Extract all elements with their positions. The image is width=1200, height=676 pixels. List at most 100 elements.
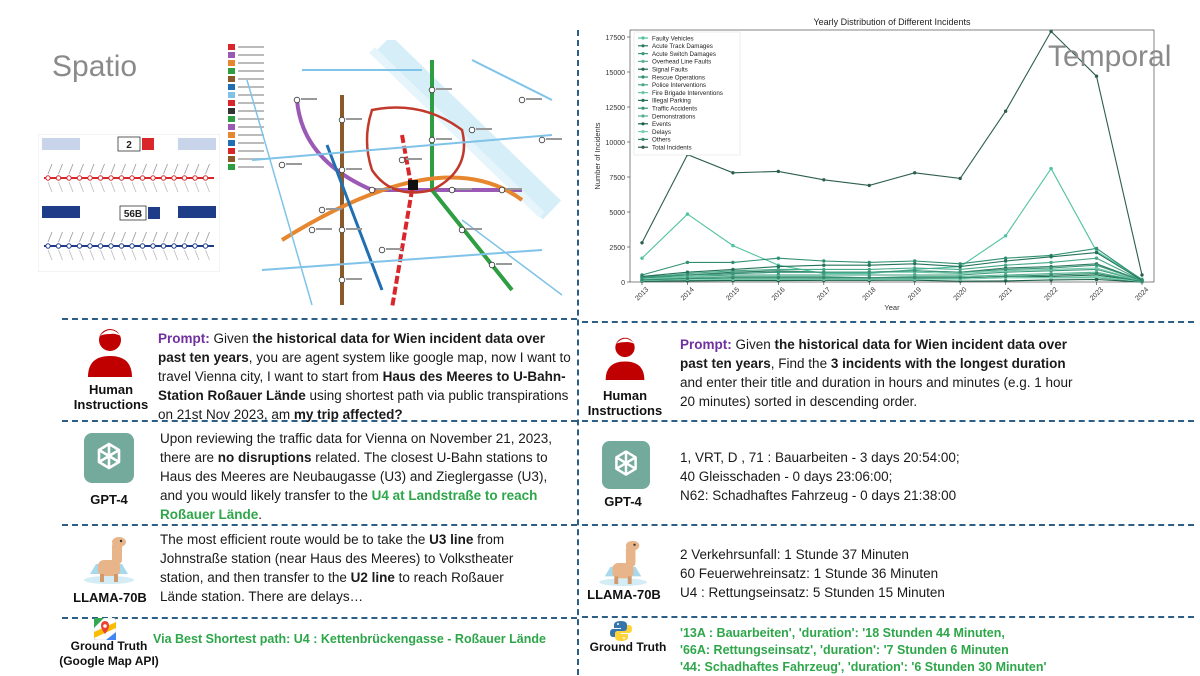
x-axis-label: Year (884, 303, 900, 312)
text-segment: related. The closest U-Bahn stations to … (160, 450, 548, 503)
text-segment: my trip affected? (293, 407, 403, 422)
x-tick-label: 2024 (1134, 286, 1150, 302)
temporal-llama-response: 2 Verkehrsunfall: 1 Stunde 37 Minuten 60… (680, 545, 1100, 602)
text-segment: from Johnstraße station (near Haus des M… (160, 532, 514, 585)
data-point (1049, 266, 1053, 270)
gpt4-label: GPT-4 (90, 492, 128, 507)
legend-entry: Signal Faults (652, 67, 688, 74)
data-point (958, 276, 962, 280)
right-divider-4 (582, 616, 1194, 618)
x-tick-label: 2022 (1043, 286, 1059, 302)
temporal-prompt-text: Prompt: Given the historical data for Wi… (680, 335, 1080, 411)
data-point (867, 273, 871, 277)
legend-entry: Acute Switch Damages (652, 51, 716, 58)
legend-entry: Delays (652, 129, 671, 136)
data-point (731, 271, 735, 276)
x-tick-label: 2019 (907, 286, 923, 302)
ground-truth-label: Ground Truth (Google Map API) (52, 639, 166, 669)
spatio-gpt4-response: Upon reviewing the traffic data for Vien… (160, 429, 570, 524)
legend-marker (641, 114, 645, 118)
data-point (685, 212, 690, 216)
left-divider-2 (62, 420, 577, 422)
temporal-title: Temporal (1048, 40, 1172, 73)
data-point (640, 241, 644, 245)
y-tick-label: 10000 (606, 140, 626, 147)
data-point (685, 276, 690, 281)
legend-marker (641, 44, 645, 48)
data-point (776, 267, 781, 272)
x-tick-label: 2015 (725, 286, 741, 302)
x-tick-label: 2017 (816, 286, 832, 302)
ground-truth-label: Ground Truth (589, 640, 667, 654)
text-segment: U4 at Landstraße to reach Roßauer Lände (160, 488, 538, 522)
llama-line: U4 : Rettungseinsatz: 5 Stunden 15 Minut… (680, 585, 945, 600)
legend-entry: Police Interventions (652, 82, 706, 89)
legend-box (633, 31, 741, 156)
ground-truth-label-line2: (Google Map API) (59, 654, 159, 668)
series-line (641, 268, 1143, 282)
data-point (913, 259, 917, 263)
text-segment: the historical data for Wien incident da… (680, 337, 1067, 371)
data-point (867, 276, 871, 280)
y-tick-label: 12500 (606, 105, 626, 112)
legend-marker (641, 145, 645, 149)
data-point (685, 273, 690, 277)
data-point (822, 178, 826, 182)
data-point (1094, 263, 1099, 267)
data-point (731, 171, 735, 175)
data-point (731, 243, 735, 248)
legend-marker (641, 67, 645, 71)
incident-line-chart: Yearly Distribution of Different Inciden… (593, 17, 1155, 312)
data-point (1003, 274, 1008, 279)
human-instructions-label: Human Instructions (73, 382, 149, 412)
data-point (731, 276, 735, 280)
data-point (867, 183, 871, 188)
left-divider-4 (62, 617, 577, 619)
data-point (685, 270, 690, 274)
x-tick-label: 2016 (771, 286, 787, 302)
data-point (731, 260, 735, 265)
gpt4-line: 40 Gleisschaden - 0 days 23:06:00; (680, 469, 893, 484)
data-point (1003, 259, 1008, 263)
x-tick-label: 2018 (862, 286, 878, 302)
data-point (822, 263, 826, 267)
legend-entry: Demonstrations (652, 113, 695, 120)
chart-title: Yearly Distribution of Different Inciden… (813, 17, 971, 27)
series-line (641, 257, 1143, 282)
center-divider (577, 30, 579, 675)
data-point (776, 169, 781, 174)
data-point (1003, 109, 1008, 113)
data-point (1003, 234, 1008, 238)
legend-marker (641, 122, 645, 126)
data-point (913, 276, 917, 280)
data-point (958, 262, 962, 266)
legend-entry: Illegal Parking (652, 98, 691, 105)
data-point (1094, 274, 1099, 279)
text-segment: Given (209, 331, 253, 346)
data-point (867, 267, 871, 272)
ground-truth-line: '44: Schadhaftes Fahrzeug', 'duration': … (680, 660, 1047, 674)
y-axis-label: Number of Incidents (593, 122, 602, 189)
legend-marker (641, 83, 645, 87)
data-point (640, 278, 644, 282)
data-point (913, 171, 917, 175)
x-tick-label: 2020 (953, 286, 969, 302)
bus-route-number: 56B (124, 209, 142, 220)
python-icon (610, 621, 632, 641)
gpt4-icon (602, 441, 650, 489)
data-point (1094, 266, 1099, 270)
right-divider-2 (582, 420, 1194, 422)
data-point (776, 256, 781, 260)
ground-truth-label-line1: Ground Truth (70, 639, 148, 653)
text-segment: using shortest path via public transpira… (158, 388, 569, 422)
data-point (731, 267, 735, 272)
y-tick-label: 17500 (606, 35, 626, 42)
data-point (1049, 276, 1053, 280)
legend-entry: Acute Track Damages (652, 43, 713, 50)
spatio-prompt-text: Prompt: Given the historical data for Wi… (158, 329, 573, 424)
data-point (1049, 166, 1053, 171)
data-point (1003, 263, 1008, 267)
series-line (641, 275, 1143, 283)
text-segment: . (258, 507, 263, 522)
gpt4-line: 1, VRT, D , 71 : Bauarbeiten - 3 days 20… (680, 450, 960, 465)
